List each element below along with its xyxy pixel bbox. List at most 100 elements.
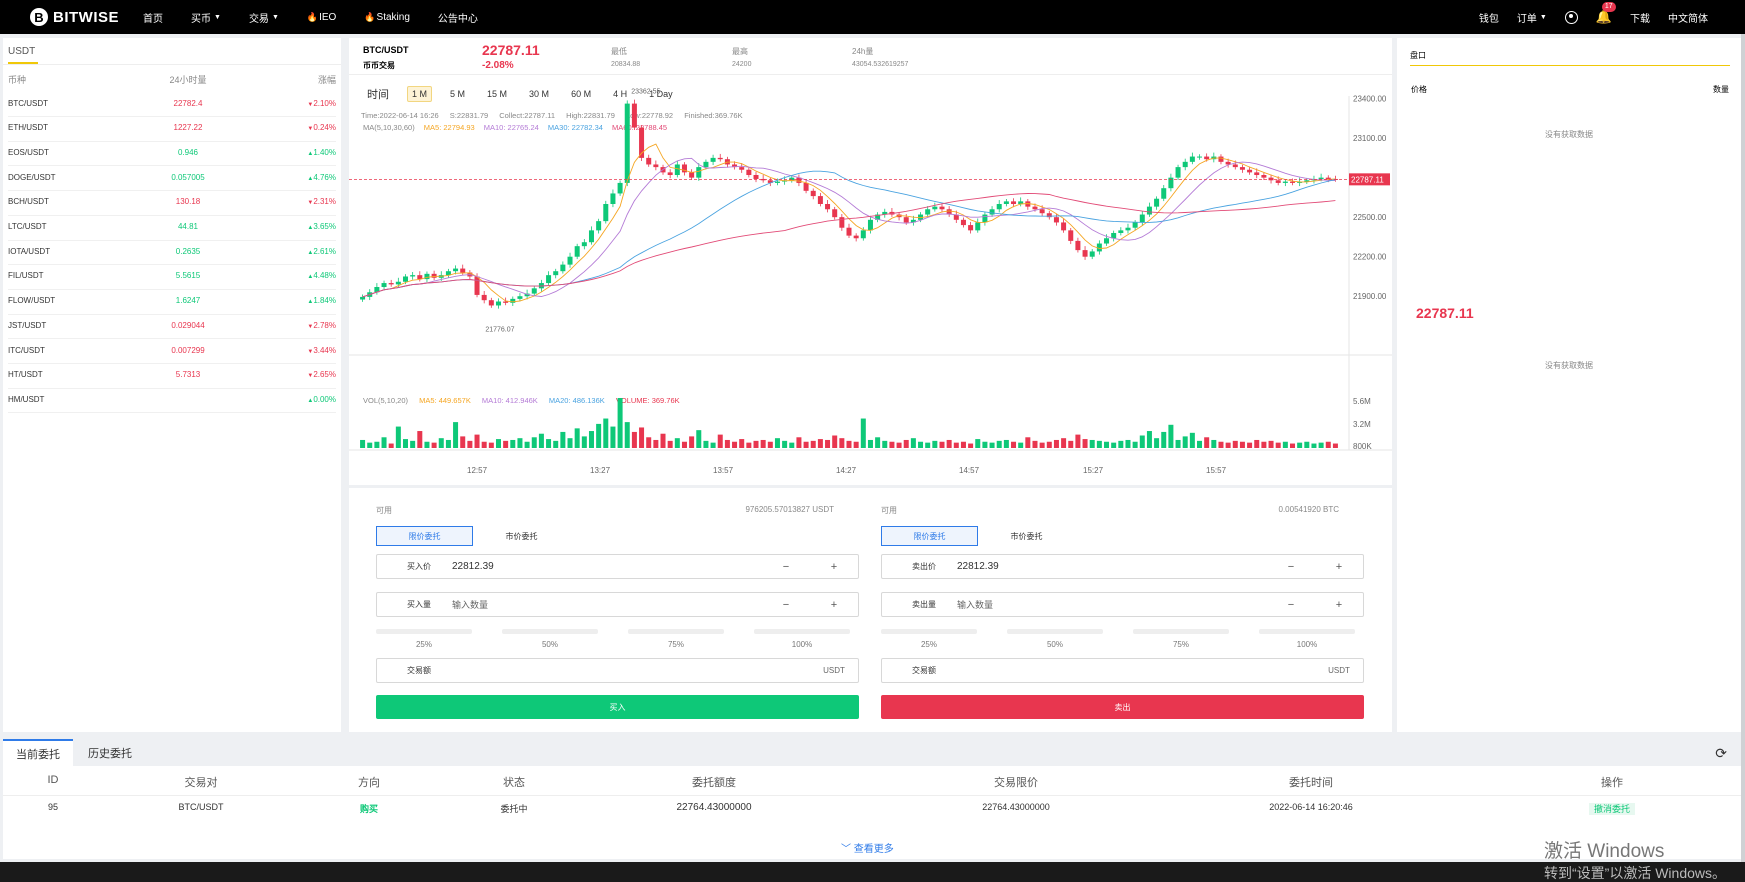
candle-body (1247, 169, 1253, 173)
buy-price-input[interactable]: 22812.39 (452, 561, 494, 572)
sell-pct-75[interactable]: 75% (1133, 629, 1229, 649)
buy-amount-input[interactable]: 输入数量 (452, 600, 489, 610)
interval-1m[interactable]: 1 M (407, 86, 433, 102)
list-item[interactable]: ETH/USDT 1227.22 ▼0.24% (8, 115, 336, 142)
refresh-icon[interactable]: ⟳ (1715, 745, 1727, 761)
arrow-down-icon: ▼ (307, 101, 314, 108)
price-chart[interactable]: 23400.0023100.0022800.0022500.0022200.00… (349, 38, 1392, 485)
candle-body (1011, 201, 1017, 204)
brand-logo[interactable]: B BITWISE (30, 8, 140, 26)
sell-price-input[interactable]: 22812.39 (957, 561, 999, 572)
interval-4h[interactable]: 4 H (613, 89, 628, 99)
sell-total-field[interactable]: 交易额 USDT (881, 658, 1364, 683)
volume-bar (1318, 442, 1324, 448)
buy-total-field[interactable]: 交易额 USDT (376, 658, 859, 683)
pair-name: HM/USDT (8, 394, 45, 404)
cancel-order-button[interactable]: 撤消委托 (1588, 803, 1635, 815)
info-collect: Collect:22787.11 (499, 111, 555, 120)
wallet-link[interactable]: 钱包 (1479, 10, 1499, 25)
candle-body (975, 222, 981, 231)
list-item[interactable]: ITC/USDT 0.007299 ▼3.44% (8, 337, 336, 364)
volume-bar (982, 441, 988, 448)
user-button[interactable] (1564, 10, 1578, 24)
interval-15m[interactable]: 15 M (487, 89, 508, 99)
candle-body (481, 294, 487, 301)
candle-body (1282, 181, 1288, 183)
tab-usdt[interactable]: USDT (8, 46, 36, 57)
list-item[interactable]: BTC/USDT 22782.4 ▼2.10% (8, 90, 336, 117)
list-item[interactable]: BCH/USDT 130.18 ▼2.31% (8, 189, 336, 216)
volume-bar (918, 441, 924, 448)
pct-label: 100% (791, 640, 813, 649)
nav-staking[interactable]: 🔥 Staking (364, 10, 410, 25)
candle-body (1025, 201, 1031, 207)
download-link[interactable]: 下载 (1630, 10, 1650, 25)
sell-price-increment[interactable]: + (1335, 560, 1343, 573)
pair-name: EOS/USDT (8, 147, 49, 157)
buy-pct-50[interactable]: 50% (502, 629, 598, 649)
buy-amount-increment[interactable]: + (830, 598, 838, 611)
tab-order-history[interactable]: 历史委托 (88, 747, 132, 760)
nav-announcements[interactable]: 公告中心 (438, 10, 478, 25)
buy-pct-100[interactable]: 100% (754, 629, 850, 649)
sell-tab-market[interactable]: 市价委托 (1010, 531, 1043, 541)
sell-amount-input[interactable]: 输入数量 (957, 600, 994, 610)
buy-price-field[interactable]: 买入价 22812.39 − + (376, 554, 859, 579)
buy-price-decrement[interactable]: − (782, 560, 790, 573)
ticker-high: 24200 (732, 61, 752, 68)
list-item[interactable]: HM/USDT ▲0.00% (8, 386, 336, 414)
list-item[interactable]: IOTA/USDT 0.2635 ▲2.61% (8, 238, 336, 266)
interval-1day[interactable]: 1 Day (649, 89, 673, 99)
interval-60m[interactable]: 60 M (571, 89, 592, 99)
volume-bar (968, 443, 974, 448)
col-header-volume: 24小时量 (169, 75, 207, 85)
sell-amount-field[interactable]: 卖出量 输入数量 − + (881, 592, 1364, 617)
candle-body (803, 182, 809, 191)
candle-body (710, 157, 716, 162)
buy-pct-75[interactable]: 75% (628, 629, 724, 649)
sell-button[interactable]: 卖出 (881, 695, 1364, 719)
interval-5m[interactable]: 5 M (450, 89, 466, 99)
buy-pct-25[interactable]: 25% (376, 629, 472, 649)
nav-home[interactable]: 首页 (143, 10, 163, 25)
scrollbar[interactable] (1741, 34, 1745, 862)
view-more-link[interactable]: ﹀ 查看更多 (841, 840, 894, 855)
list-item[interactable]: HT/USDT 5.7313 ▼2.65% (8, 362, 336, 389)
sell-pct-100[interactable]: 100% (1259, 629, 1355, 649)
pct-label: 50% (541, 640, 558, 649)
list-item[interactable]: JST/USDT 0.029044 ▼2.78% (8, 312, 336, 340)
list-item[interactable]: LTC/USDT 44.81 ▲3.65% (8, 214, 336, 241)
orders-menu[interactable]: 订单 ▼ (1517, 10, 1547, 25)
col-pair: 交易对 (184, 777, 218, 789)
nav-buy[interactable]: 买币 ▼ (191, 10, 221, 25)
sell-pct-25[interactable]: 25% (881, 629, 977, 649)
list-item[interactable]: DOGE/USDT 0.057005 ▲4.76% (8, 164, 336, 192)
language-selector[interactable]: 中文简体 (1668, 10, 1708, 25)
nav-ieo[interactable]: 🔥 IEO (307, 10, 336, 25)
buy-tab-limit[interactable]: 限价委托 (376, 526, 473, 546)
buy-amount-field[interactable]: 买入量 输入数量 − + (376, 592, 859, 617)
orderbook-panel: 盘口 价格 数量 没有获取数据 22787.11 没有获取数据 (1397, 38, 1741, 732)
notification-button[interactable]: 🔔 17 (1596, 2, 1616, 25)
buy-button[interactable]: 买入 (376, 695, 859, 719)
tab-current-orders[interactable]: 当前委托 (3, 739, 73, 766)
buy-price-increment[interactable]: + (830, 560, 838, 573)
pair-change: 3.44% (313, 345, 336, 355)
nav-trade[interactable]: 交易 ▼ (249, 10, 279, 25)
sell-tab-limit[interactable]: 限价委托 (881, 526, 978, 546)
sell-amount-increment[interactable]: + (1335, 598, 1343, 611)
buy-amount-decrement[interactable]: − (782, 598, 790, 611)
sell-pct-50[interactable]: 50% (1007, 629, 1103, 649)
sell-amount-decrement[interactable]: − (1287, 598, 1295, 611)
sell-price-decrement[interactable]: − (1287, 560, 1295, 573)
sell-price-field[interactable]: 卖出价 22812.39 − + (881, 554, 1364, 579)
interval-30m[interactable]: 30 M (529, 89, 550, 99)
candle-body (760, 178, 766, 181)
orderbook-title: 盘口 (1410, 51, 1426, 60)
list-item[interactable]: EOS/USDT 0.946 ▲1.40% (8, 139, 336, 167)
list-item[interactable]: FLOW/USDT 1.6247 ▲1.84% (8, 288, 336, 315)
candle-body (1139, 214, 1145, 223)
pair-volume: 5.5615 (175, 271, 201, 281)
list-item[interactable]: FIL/USDT 5.5615 ▲4.48% (8, 263, 336, 290)
buy-tab-market[interactable]: 市价委托 (505, 531, 538, 541)
